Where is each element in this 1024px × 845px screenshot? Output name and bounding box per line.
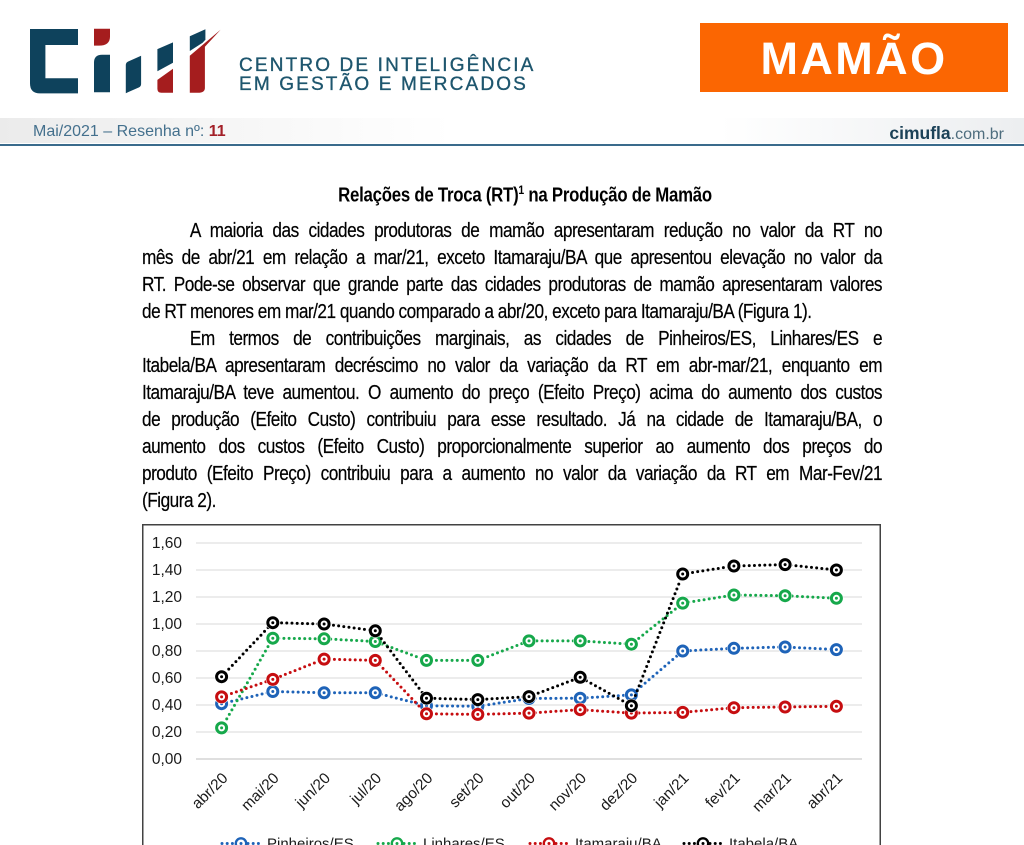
svg-text:0,20: 0,20 — [152, 724, 183, 741]
svg-text:0,40: 0,40 — [152, 697, 183, 714]
svg-text:1,20: 1,20 — [152, 589, 183, 606]
svg-text:1,00: 1,00 — [152, 616, 183, 633]
svg-text:0,60: 0,60 — [152, 670, 183, 687]
svg-text:0,00: 0,00 — [152, 751, 183, 768]
svg-text:Itabela/BA: Itabela/BA — [729, 836, 798, 845]
svg-text:0,80: 0,80 — [152, 643, 183, 660]
svg-text:Linhares/ES: Linhares/ES — [423, 836, 505, 845]
svg-text:1,60: 1,60 — [152, 535, 183, 552]
svg-text:Itamaraju/BA: Itamaraju/BA — [575, 836, 662, 845]
svg-text:Pinheiros/ES: Pinheiros/ES — [267, 836, 354, 845]
svg-text:1,40: 1,40 — [152, 562, 183, 579]
